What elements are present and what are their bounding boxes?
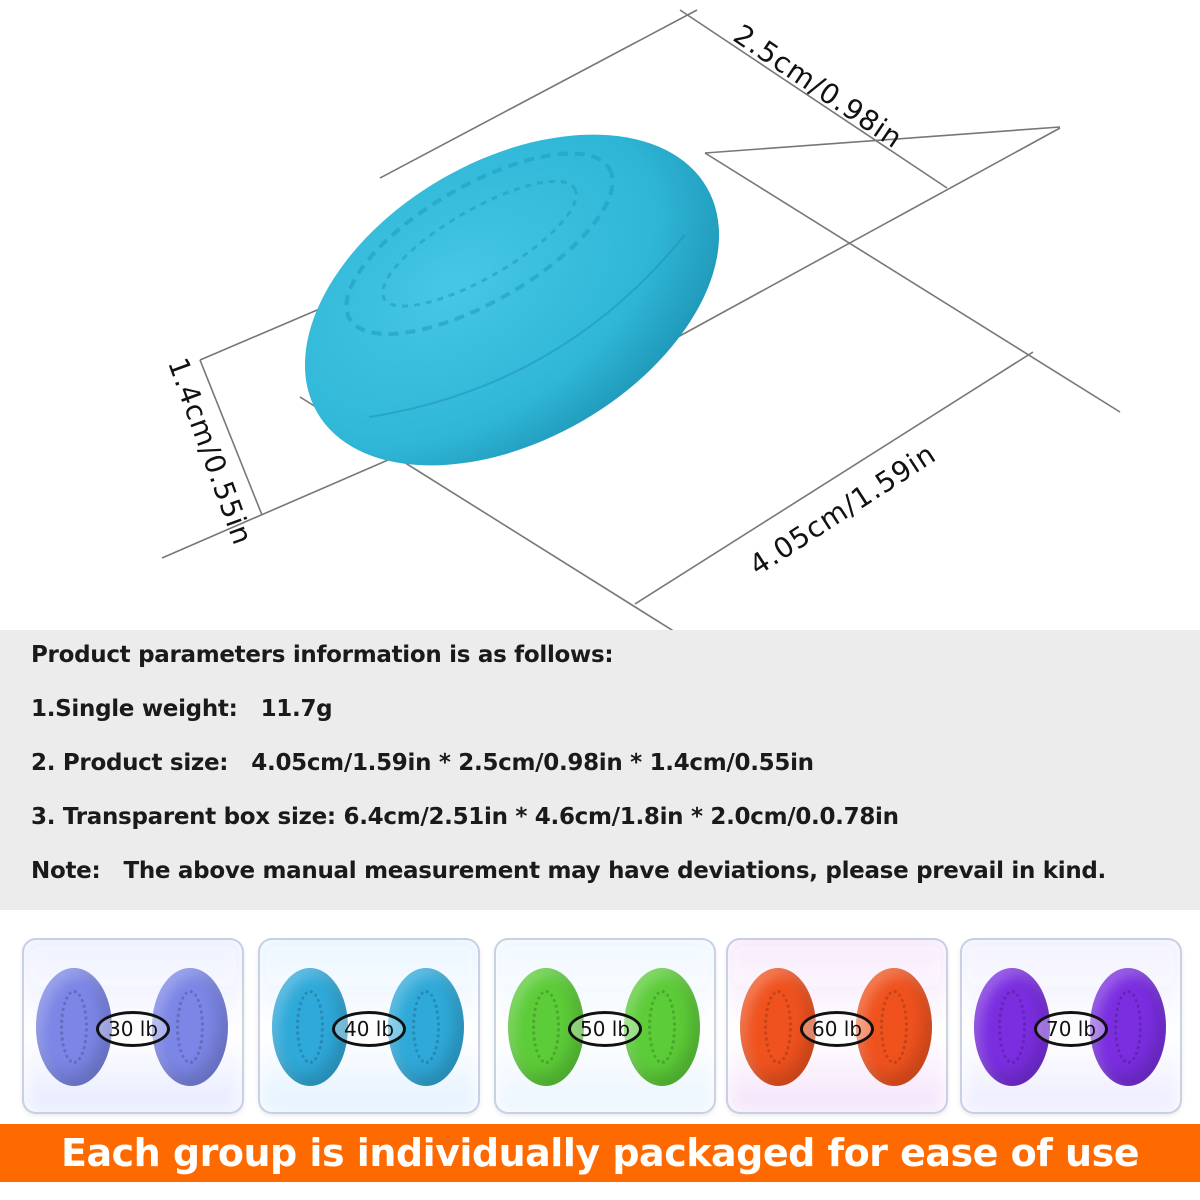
width-guide-bottom-left (704, 126, 1061, 154)
height-dimension-line (199, 359, 263, 516)
weight-badge: 60 lb (800, 1011, 874, 1047)
params-box-size: 3. Transparent box size: 6.4cm/2.51in * … (31, 804, 899, 830)
params-note: Note: The above manual measurement may h… (31, 858, 1106, 884)
length-guide-top (704, 152, 1121, 413)
packaging-banner: Each group is individually packaged for … (0, 1124, 1200, 1182)
dimension-lines (161, 9, 1121, 630)
weight-badge: 50 lb (568, 1011, 642, 1047)
package-box: 70 lb (960, 938, 1182, 1114)
weight-badge: 40 lb (332, 1011, 406, 1047)
banner-text: Each group is individually packaged for … (60, 1131, 1140, 1175)
package-box: 30 lb (22, 938, 244, 1114)
package-box: 60 lb (726, 938, 948, 1114)
product-parameters-panel: Product parameters information is as fol… (0, 630, 1200, 910)
package-lineup: 30 lb 40 lb 50 lb 60 lb 70 lb (0, 930, 1200, 1120)
width-guide-top (379, 9, 698, 179)
width-guide-right (644, 127, 1061, 356)
params-size: 2. Product size: 4.05cm/1.59in * 2.5cm/0… (31, 750, 814, 776)
weight-badge: 70 lb (1034, 1011, 1108, 1047)
width-dimension-line (679, 9, 948, 189)
product-egg (304, 134, 720, 466)
product-dimension-diagram: 2.5cm/0.98in 1.4cm/0.55in 4.05cm/1.59in (161, 9, 1121, 630)
package-box: 50 lb (494, 938, 716, 1114)
weight-badge: 30 lb (96, 1011, 170, 1047)
length-dimension-line (634, 351, 1034, 605)
product-egg-body (304, 134, 720, 466)
package-box: 40 lb (258, 938, 480, 1114)
height-guide-bottom (161, 459, 389, 559)
params-heading: Product parameters information is as fol… (31, 642, 614, 668)
params-weight: 1.Single weight: 11.7g (31, 696, 333, 722)
